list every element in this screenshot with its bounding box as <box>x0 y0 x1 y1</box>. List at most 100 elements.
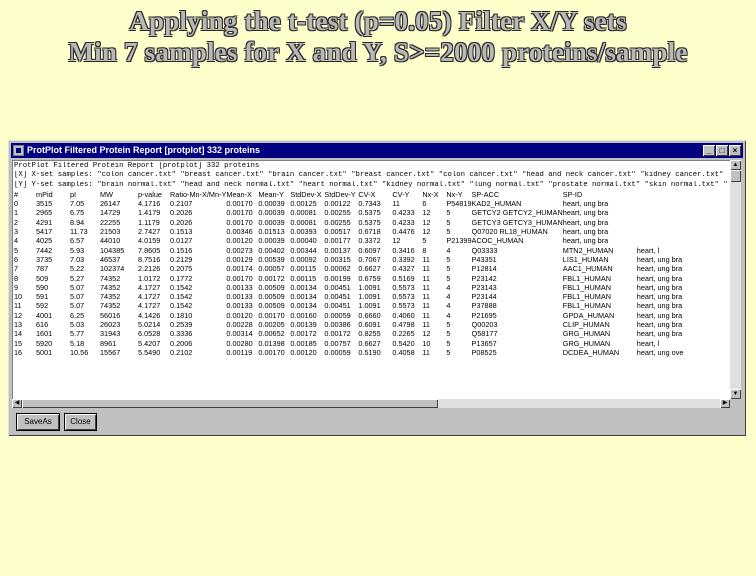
column-header[interactable]: Mean-Y <box>258 189 284 199</box>
table-cell: 12 <box>14 310 23 320</box>
table-cell: 1.0172 <box>138 273 161 283</box>
column-header[interactable]: pI <box>70 189 77 199</box>
table-cell: 0.00062 <box>324 264 351 274</box>
table-cell: 1601 <box>36 329 53 339</box>
column-header[interactable]: SP-ACC <box>471 189 500 199</box>
table-cell: 5.4207 <box>138 338 161 348</box>
table-cell: 5 <box>422 236 427 246</box>
table-cell: 5.07 <box>70 282 85 292</box>
table-cell: 3735 <box>36 254 53 264</box>
table-cell: 0.00172 <box>258 273 285 283</box>
table-cell: 2 <box>14 217 19 227</box>
table-cell: 5.27 <box>70 273 85 283</box>
column-header[interactable]: Nx-Y <box>446 189 463 199</box>
table-cell: 590 <box>36 282 49 292</box>
column-header[interactable]: StdDev-X <box>290 189 322 199</box>
table-cell: 0.1542 <box>170 292 193 302</box>
scroll-left-icon[interactable]: ◀ <box>12 399 22 408</box>
table-cell: FBL1_HUMAN <box>562 273 612 283</box>
slide-title-line-1: Applying the t-test (p=0.05) Filter X/Y … <box>129 6 627 36</box>
table-row[interactable]: 2 4291 8.94 22255 1.1179 0.2026 0.00170 0.00039… <box>14 218 707 227</box>
table-cell: 46537 <box>100 254 121 264</box>
table-row[interactable]: 0 3515 7.05 26147 4.1716 0.2107 0.00170 0.00039… <box>14 199 707 208</box>
table-cell: 0.6627 <box>358 264 381 274</box>
vertical-scroll-thumb[interactable] <box>730 170 741 182</box>
column-header[interactable]: # <box>14 189 19 199</box>
table-row[interactable]: 5 7442 5.93 104385 7.8605 0.1516 0.00273 0.0040… <box>14 246 707 255</box>
column-header[interactable]: CV-X <box>358 189 376 199</box>
column-header[interactable]: Nx-X <box>422 189 439 199</box>
column-header[interactable]: CV-Y <box>392 189 410 199</box>
scroll-right-icon[interactable]: ▶ <box>720 399 730 408</box>
table-cell: 4.1716 <box>138 199 161 209</box>
table-cell: 0.00039 <box>258 217 285 227</box>
table-cell: 11 <box>422 282 430 292</box>
table-cell: 0.8255 <box>358 329 381 339</box>
table-cell: 0.2026 <box>170 208 193 218</box>
column-header[interactable]: MW <box>100 189 113 199</box>
app-icon[interactable] <box>13 145 24 156</box>
table-row[interactable]: 8 509 5.27 74352 1.0172 0.1772 0.00170 0.00172 0… <box>14 274 707 283</box>
vertical-scrollbar[interactable]: ▲ ▼ <box>730 160 741 399</box>
close-button[interactable]: Close <box>65 414 96 430</box>
table-row[interactable]: 12 4001 6.25 56016 4.1426 0.1810 0.00120 0.0017… <box>14 311 707 320</box>
table-cell: P21399 <box>446 236 472 246</box>
table-row[interactable]: 6 3735 7.03 46537 8.7516 0.2129 0.00129 0.00539… <box>14 255 707 264</box>
table-row[interactable]: 3 5417 11.73 21503 2.7427 0.1513 0.00346 0.0151… <box>14 227 707 236</box>
column-header[interactable]: mPid <box>36 189 53 199</box>
table-cell: 0.00039 <box>258 208 285 218</box>
table-cell: 5 <box>446 254 451 264</box>
column-header[interactable]: Mean-X <box>226 189 252 199</box>
table-row[interactable]: 7 787 5.22 102374 2.2126 0.2075 0.00174 0.00057… <box>14 264 707 273</box>
scroll-up-icon[interactable]: ▲ <box>730 160 741 170</box>
table-cell: 0.00081 <box>290 217 317 227</box>
table-cell: 5 <box>446 264 451 274</box>
save-as-button[interactable]: SaveAs <box>17 414 59 430</box>
table-cell: 10.56 <box>70 347 89 357</box>
table-cell: P13657 <box>471 338 497 348</box>
column-header[interactable]: SP-ID <box>562 189 583 199</box>
table-cell: 0.6718 <box>358 227 381 237</box>
table-row[interactable]: 14 1601 5.77 31943 6.0528 0.3336 0.00314 0.0065… <box>14 329 707 338</box>
table-cell: 0.00172 <box>324 329 351 339</box>
table-cell: 0.6660 <box>358 310 381 320</box>
table-cell: heart, ung bra <box>636 254 683 264</box>
table-cell: 0.00205 <box>258 320 285 330</box>
column-header[interactable]: StdDev-Y <box>324 189 356 199</box>
table-cell: 0.00081 <box>290 208 317 218</box>
table-row[interactable]: 15 5920 5.18 8961 5.4207 0.2006 0.00280 0.01398… <box>14 339 707 348</box>
window-titlebar[interactable]: ProtPlot Filtered Protein Report [protpl… <box>11 143 743 158</box>
minimize-button[interactable]: _ <box>703 145 715 156</box>
table-row[interactable]: 16 5001 10.56 15567 5.5490 0.2102 0.00119 0.001… <box>14 348 707 357</box>
table-cell: 7.05 <box>70 199 85 209</box>
table-cell: Q00203 <box>471 320 498 330</box>
table-cell: 12 <box>392 236 401 246</box>
scroll-down-icon[interactable]: ▼ <box>730 389 741 399</box>
table-cell: 0.00125 <box>290 199 317 209</box>
table-cell: 0.00757 <box>324 338 351 348</box>
table-cell: 616 <box>36 320 49 330</box>
horizontal-scrollbar[interactable]: ◀ ▶ <box>12 399 730 408</box>
maximize-button[interactable]: □ <box>716 145 728 156</box>
table-row[interactable]: 9 590 5.07 74352 4.1727 0.1542 0.00133 0.00509 0… <box>14 283 707 292</box>
table-cell: 74352 <box>100 301 121 311</box>
table-cell: 0.5573 <box>392 282 415 292</box>
table-row[interactable]: 10 591 5.07 74352 4.1727 0.1542 0.00133 0.00509… <box>14 292 707 301</box>
table-cell: AAC1_HUMAN <box>562 264 613 274</box>
table-row[interactable]: 4 4025 6.57 44010 4.0159 0.0127 0.00120 0.00039… <box>14 236 707 245</box>
table-cell: 0.00393 <box>290 227 317 237</box>
table-cell: 0.00134 <box>290 301 317 311</box>
horizontal-scroll-thumb[interactable] <box>22 399 438 408</box>
close-window-button[interactable]: × <box>729 145 741 156</box>
table-cell: heart, ung bra <box>562 217 609 227</box>
table-row[interactable]: 1 2965 6.75 14729 1.4179 0.2026 0.00170 0.00039… <box>14 208 707 217</box>
table-cell: 12 <box>422 329 431 339</box>
table-row[interactable]: 13 616 5.03 26023 5.0214 0.2539 0.00228 0.00205… <box>14 320 707 329</box>
table-row[interactable]: 11 592 5.07 74352 4.1727 0.1542 0.00133 0.00509… <box>14 301 707 310</box>
column-header[interactable]: Ratio-Mn-X/Mn-Y <box>170 189 227 199</box>
table-cell: 0.00092 <box>290 254 317 264</box>
table-cell: 0.00652 <box>258 329 285 339</box>
table-header-row: # mPid pI MW p-value Ratio-Mn-X/Mn-Y Mean-X Mea… <box>14 190 707 199</box>
column-header[interactable]: p-value <box>138 189 162 199</box>
report-text-area[interactable]: ProtPlot Filtered Protein Report [protpl… <box>12 160 741 408</box>
